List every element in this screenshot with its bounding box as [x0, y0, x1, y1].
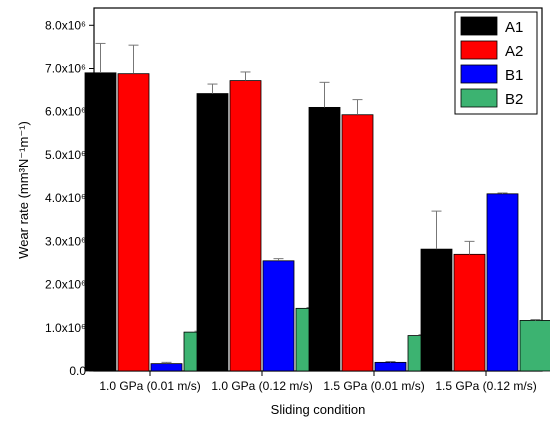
bar — [486, 193, 519, 372]
x-tick-label: 1.0 GPa (0.12 m/s) — [211, 379, 312, 393]
y-axis: 0.0 1.0x10⁶ 2.0x10⁶ 3.0x10⁶ 4.0x10⁶ 5.0x10⁶ 6.… — [45, 18, 94, 378]
x-tick-label: 1.0 GPa (0.01 m/s) — [99, 379, 200, 393]
legend-label: B2 — [505, 91, 523, 108]
y-tick-label: 8.0x10⁶ — [45, 18, 86, 32]
legend-label: B1 — [505, 67, 523, 84]
x-axis: 1.0 GPa (0.01 m/s) 1.0 GPa (0.12 m/s) 1.5 … — [99, 371, 537, 393]
legend-swatch — [460, 88, 498, 108]
bar-group — [84, 42, 550, 372]
bar — [374, 361, 407, 372]
bar — [420, 248, 453, 372]
x-tick-label: 1.5 GPa (0.01 m/s) — [323, 379, 424, 393]
legend: A1 A2 B1 B2 — [454, 11, 538, 115]
bar — [84, 72, 117, 372]
bar — [196, 93, 229, 372]
legend-swatch — [460, 16, 498, 36]
y-tick-label: 6.0x10⁶ — [45, 105, 86, 119]
legend-label: A2 — [505, 43, 523, 60]
bar — [453, 253, 486, 372]
legend-swatch — [460, 40, 498, 60]
bar — [308, 106, 341, 372]
y-tick-label: 0.0 — [69, 364, 86, 378]
y-tick-label: 1.0x10⁶ — [45, 321, 86, 335]
y-tick-label: 2.0x10⁶ — [45, 278, 86, 292]
bar — [150, 363, 183, 372]
bar — [229, 80, 262, 372]
bar — [262, 260, 295, 372]
bar — [117, 73, 150, 372]
y-tick-label: 3.0x10⁶ — [45, 234, 86, 248]
bar — [341, 114, 374, 372]
y-axis-label: Wear rate (mm³N⁻¹m⁻¹) — [16, 121, 31, 259]
y-tick-label: 7.0x10⁶ — [45, 62, 86, 76]
legend-swatch — [460, 64, 498, 84]
y-tick-label: 4.0x10⁶ — [45, 191, 86, 205]
x-tick-label: 1.5 GPa (0.12 m/s) — [435, 379, 536, 393]
legend-label: A1 — [505, 19, 523, 36]
y-tick-label: 5.0x10⁶ — [45, 148, 86, 162]
bar — [519, 320, 550, 372]
x-axis-label: Sliding condition — [271, 402, 366, 417]
